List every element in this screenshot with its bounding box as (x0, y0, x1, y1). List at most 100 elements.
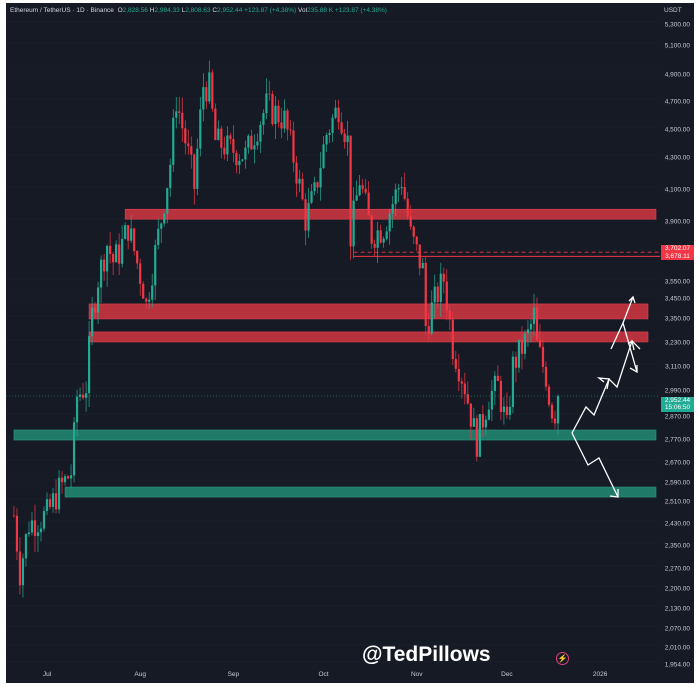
candle-body (466, 394, 469, 404)
candle-body (358, 185, 361, 196)
price-tick: 5,100.00 (664, 42, 690, 50)
candle-body (78, 394, 82, 397)
candle-body (75, 396, 79, 423)
candle-body (72, 422, 76, 476)
candle-body (460, 381, 463, 384)
volume-change: +123.87 (+4.38%) (334, 7, 387, 14)
candle-body (18, 551, 22, 586)
candle-body (316, 182, 319, 188)
price-axis[interactable]: USDT 3,702.07 3,678.11 2,952.44 15:06:50… (660, 3, 694, 683)
price-tick: 2,770.00 (664, 436, 690, 444)
candle-body (511, 356, 515, 407)
candle-body (181, 112, 184, 129)
candle-body (45, 499, 49, 512)
candle-body (190, 146, 193, 155)
candle-body (550, 404, 554, 419)
lightning-icon[interactable]: ⚡ (556, 652, 569, 665)
candle-body (63, 476, 67, 483)
candle-body (439, 273, 442, 303)
candle-body (508, 406, 512, 416)
candle-body (451, 319, 454, 359)
low-value: 2,808.63 (185, 7, 211, 14)
close-label: C (212, 7, 218, 14)
candle-body (33, 520, 37, 536)
candle-body (223, 147, 226, 155)
candle-body (472, 418, 475, 427)
support-zone (64, 486, 657, 498)
candle-body (463, 383, 466, 395)
candle-body (526, 329, 530, 334)
candle-body (313, 182, 316, 192)
time-tick: Oct (318, 671, 329, 678)
candle-body (295, 162, 298, 184)
candle-body (256, 141, 259, 146)
candle-body (274, 105, 277, 124)
candle-body (310, 191, 313, 203)
currency-unit[interactable]: USDT (664, 7, 682, 14)
time-tick: Sep (227, 671, 240, 678)
candle-body (382, 238, 385, 243)
projection-arrow-down (571, 432, 619, 498)
candle-body (93, 307, 97, 313)
candle-body (271, 93, 274, 124)
time-tick: 2026 (592, 671, 608, 678)
price-tick: 2,270.00 (664, 565, 690, 573)
candle-body (454, 358, 457, 369)
candle-body (66, 476, 70, 479)
candle-body (376, 230, 379, 248)
candle-body (514, 356, 518, 368)
candle-body (199, 109, 202, 149)
candle-body (166, 188, 169, 214)
candle-body (277, 105, 280, 123)
level-badge-2: 3,678.11 (661, 252, 694, 260)
candle-body (27, 532, 31, 535)
candle-body (81, 394, 85, 398)
candle-body (112, 253, 115, 263)
time-tick: Dec (501, 671, 513, 678)
candle-body (235, 152, 238, 166)
symbol-title[interactable]: Ethereum / TetherUS · 1D · Binance (10, 7, 114, 14)
candle-body (475, 418, 478, 457)
arrowhead (596, 377, 610, 390)
candle-body (289, 129, 292, 131)
candle-body (51, 493, 55, 507)
candle-body (403, 187, 406, 199)
candle-body (553, 418, 557, 424)
price-tick: 4,900.00 (664, 71, 690, 79)
volume-value: 235.88 K (307, 7, 334, 14)
time-axis[interactable]: Jul Aug Sep Oct Nov Dec 2026 (6, 668, 660, 683)
candle-body (84, 393, 88, 398)
candle-body (57, 477, 61, 510)
candle-body (151, 285, 154, 300)
level-badge-1: 3,702.07 (661, 245, 694, 253)
candle-body (391, 204, 394, 214)
candle-body (388, 213, 391, 232)
candle-body (364, 188, 367, 193)
candle-body (517, 339, 521, 368)
chart-pane[interactable]: Ethereum / TetherUS · 1D · Binance O2,82… (6, 3, 660, 668)
candle-body (250, 135, 253, 150)
candle-body (328, 132, 331, 136)
arrowhead (629, 365, 638, 374)
candle-body (400, 187, 403, 189)
close-value: 2,952.44 (217, 7, 243, 14)
price-tick: 2,130.00 (664, 605, 690, 613)
chart-canvas[interactable] (6, 3, 660, 668)
candle-body (214, 108, 217, 140)
candle-body (259, 124, 262, 142)
candle-body (361, 185, 364, 189)
candle-body (39, 528, 43, 533)
candle-body (136, 251, 139, 264)
candle-body (418, 244, 421, 269)
candle-body (202, 87, 205, 110)
candle-body (286, 110, 289, 130)
candle-body (547, 386, 551, 405)
candle-body (292, 130, 295, 163)
candle-body (109, 245, 112, 254)
candle-body (415, 236, 418, 245)
candle-body (409, 216, 412, 227)
candle-body (54, 493, 58, 510)
candle-body (133, 228, 136, 252)
candle-body (319, 168, 322, 188)
candle-body (226, 135, 229, 155)
